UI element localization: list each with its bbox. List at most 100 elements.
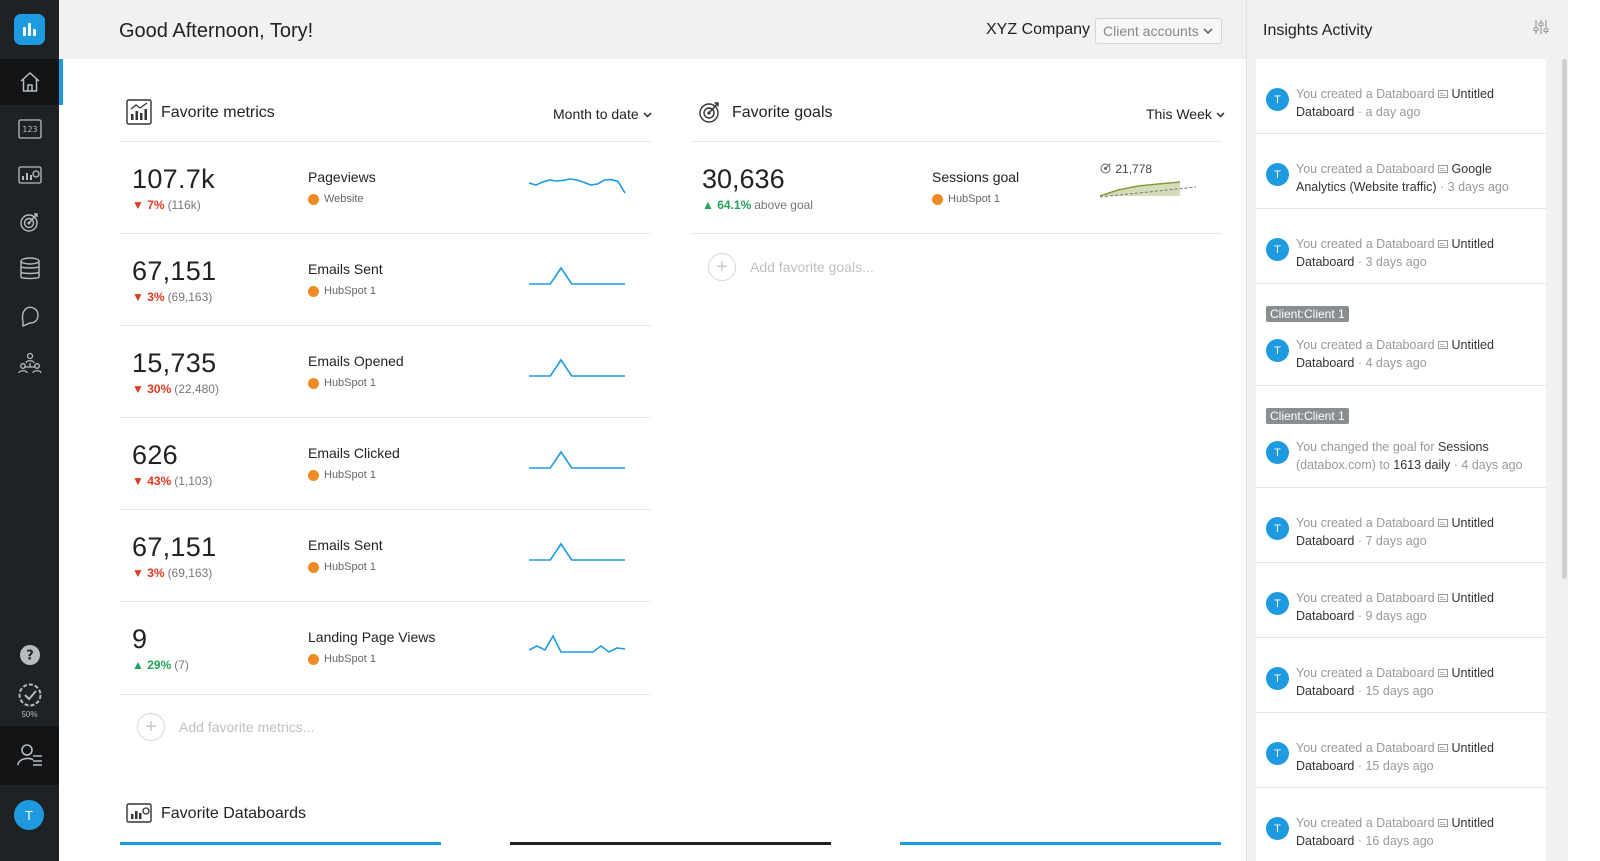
activity-item[interactable]: T You created a Databoard Untitled Databo… — [1256, 638, 1546, 713]
client-accounts-select[interactable]: Client accounts — [1095, 18, 1222, 44]
metrics-period-select[interactable]: Month to date — [553, 106, 652, 122]
activity-item[interactable]: Client:Client 1 T You created a Databoard … — [1256, 284, 1546, 386]
activity-avatar: T — [1266, 238, 1289, 261]
activity-feed: T You created a Databoard Untitled Databo… — [1256, 59, 1546, 861]
metric-row[interactable]: 15,735 ▼ 30% (22,480) Emails Opened HubSpot … — [120, 325, 651, 417]
activity-object[interactable]: Sessions — [1438, 440, 1489, 454]
databoard-card[interactable] — [510, 842, 831, 845]
nav-metrics[interactable]: 123 — [0, 106, 59, 152]
activity-item[interactable]: T You created a Databoard Untitled Databo… — [1256, 713, 1546, 788]
goal-source-label: HubSpot 1 — [948, 193, 1000, 205]
sparkline-series — [529, 542, 625, 561]
databoard-small-icon — [1438, 744, 1449, 752]
hubspot-icon — [308, 377, 319, 389]
metric-source: HubSpot 1 — [308, 377, 376, 389]
user-avatar[interactable]: T — [14, 800, 44, 830]
activity-item[interactable]: Client:Client 1 T You changed the goal for… — [1256, 386, 1546, 488]
goal-change: ▲ 64.1% above goal — [702, 198, 813, 212]
progress-icon — [18, 683, 41, 707]
metric-row[interactable]: 107.7k ▼ 7% (116k) Pageviews Website — [120, 141, 651, 233]
logo-icon[interactable] — [14, 14, 45, 45]
top-header: Good Afternoon, Tory! XYZ Company Client… — [59, 0, 1246, 59]
activity-object[interactable]: Untitled Databoard — [1296, 741, 1494, 773]
add-favorite-goals[interactable]: + Add favorite goals... — [708, 253, 874, 281]
activity-text: You created a Databoard Untitled Databoa… — [1296, 741, 1494, 773]
metric-row[interactable]: 626 ▼ 43% (1,103) Emails Clicked HubSpot 1 — [120, 417, 651, 509]
add-favorite-metrics[interactable]: + Add favorite metrics... — [137, 713, 314, 741]
activity-item[interactable]: T You created a Databoard Google Analytic… — [1256, 134, 1546, 209]
activity-object[interactable]: Untitled Databoard — [1296, 666, 1494, 698]
metric-change: ▲ 29% (7) — [132, 658, 189, 672]
databoard-small-icon — [1438, 165, 1449, 173]
metric-name: Emails Sent — [308, 537, 383, 553]
activity-prefix: You created a Databoard — [1296, 741, 1435, 755]
databoard-card[interactable] — [120, 842, 441, 845]
databoard-card[interactable] — [900, 842, 1221, 845]
metric-sparkline — [529, 450, 625, 469]
metric-source-label: HubSpot 1 — [324, 377, 376, 389]
metric-source: HubSpot 1 — [308, 561, 376, 573]
activity-time: 3 days ago — [1447, 179, 1509, 194]
hubspot-icon — [308, 561, 319, 573]
nav-data-sources[interactable] — [0, 246, 59, 292]
chevron-down-icon — [1216, 112, 1225, 118]
metric-change-percent: ▼ 7% — [132, 198, 165, 212]
nav-user-settings[interactable] — [0, 726, 59, 785]
activity-item[interactable]: T You created a Databoard Untitled Databo… — [1256, 59, 1546, 134]
filter-settings-icon[interactable] — [1533, 19, 1549, 35]
left-navigation: 123 — [0, 0, 59, 861]
activity-item[interactable]: T You created a Databoard Untitled Databo… — [1256, 563, 1546, 638]
metric-row[interactable]: 9 ▲ 29% (7) Landing Page Views HubSpot 1 — [120, 601, 651, 693]
activity-mid: (databox.com) to — [1296, 457, 1390, 472]
client-tag: Client:Client 1 — [1266, 408, 1349, 424]
activity-object[interactable]: Untitled Databoard — [1296, 237, 1494, 269]
activity-object[interactable]: Untitled Databoard — [1296, 338, 1494, 370]
activity-prefix: You created a Databoard — [1296, 162, 1435, 176]
activity-scrollbar[interactable] — [1561, 59, 1568, 861]
nav-databoards[interactable] — [0, 152, 59, 198]
metric-sparkline — [529, 358, 625, 377]
metric-row[interactable]: 67,151 ▼ 3% (69,163) Emails Sent HubSpot 1 — [120, 509, 651, 601]
metric-value: 67,151 — [132, 532, 217, 562]
scrollbar-thumb[interactable] — [1562, 59, 1567, 579]
activity-item[interactable]: T You created a Databoard Untitled Databo… — [1256, 788, 1546, 861]
nav-alerts[interactable] — [0, 293, 59, 339]
activity-item[interactable]: T You created a Databoard Untitled Databo… — [1256, 209, 1546, 284]
activity-item[interactable]: T You created a Databoard Untitled Databo… — [1256, 488, 1546, 563]
activity-avatar: T — [1266, 88, 1289, 111]
activity-time: 15 days ago — [1365, 758, 1434, 773]
nav-onboarding-progress[interactable] — [0, 672, 59, 718]
goal-target-value: 21,778 — [1115, 162, 1153, 176]
activity-object[interactable]: Untitled Databoard — [1296, 591, 1494, 623]
goal-change-note: above goal — [754, 198, 813, 212]
goal-row[interactable]: 30,636 ▲ 64.1% above goal Sessions goal H… — [691, 141, 1222, 234]
nav-team[interactable] — [0, 340, 59, 386]
company-name: XYZ Company — [986, 21, 1091, 38]
team-icon — [17, 352, 42, 374]
metric-name: Landing Page Views — [308, 629, 436, 645]
metric-change-percent: ▼ 43% — [132, 474, 172, 488]
add-favorite-goals-label: Add favorite goals... — [750, 259, 874, 275]
nav-home[interactable] — [0, 59, 59, 105]
activity-text: You created a Databoard Untitled Databoa… — [1296, 87, 1494, 119]
goals-period-select[interactable]: This Week — [1146, 106, 1225, 122]
activity-text: You changed the goal for Sessions (datab… — [1296, 440, 1523, 472]
nav-help[interactable]: ? — [0, 632, 59, 678]
goals-period-label: This Week — [1146, 106, 1212, 122]
metric-change: ▼ 30% (22,480) — [132, 382, 219, 396]
activity-object[interactable]: Untitled Databoard — [1296, 816, 1494, 848]
activity-text: You created a Databoard Untitled Databoa… — [1296, 338, 1494, 370]
nav-goals[interactable] — [0, 199, 59, 245]
activity-prefix: You created a Databoard — [1296, 816, 1435, 830]
activity-prefix: You created a Databoard — [1296, 591, 1435, 605]
goal-change-percent: ▲ 64.1% — [702, 198, 752, 212]
activity-object[interactable]: Google Analytics (Website traffic) — [1296, 162, 1492, 194]
goal-target-icon — [1100, 163, 1111, 174]
help-icon: ? — [19, 645, 40, 665]
activity-object[interactable]: Untitled Databoard — [1296, 516, 1494, 548]
databoard-small-icon — [1438, 240, 1449, 248]
activity-prefix: You created a Databoard — [1296, 338, 1435, 352]
metric-row[interactable]: 67,151 ▼ 3% (69,163) Emails Sent HubSpot 1 — [120, 233, 651, 325]
activity-object[interactable]: Untitled Databoard — [1296, 87, 1494, 119]
metric-change-percent: ▼ 3% — [132, 290, 165, 304]
